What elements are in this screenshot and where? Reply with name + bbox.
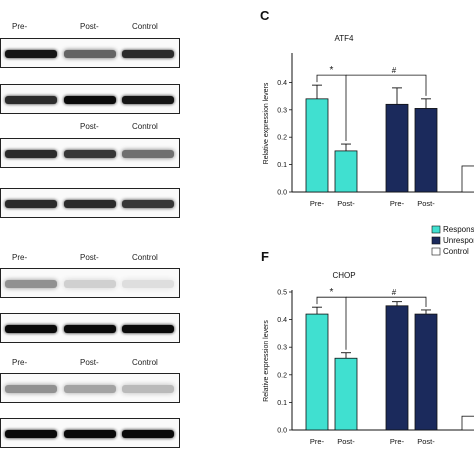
y-tick-label: 0.4 <box>277 317 287 324</box>
significance-hash: # <box>392 66 397 75</box>
legend-label-control: Control <box>443 247 469 256</box>
bar-unresponsive <box>414 313 438 431</box>
blot-band <box>122 325 174 333</box>
bar-control <box>461 165 474 193</box>
y-tick-label: 0.0 <box>277 428 287 435</box>
blot-band <box>5 385 57 393</box>
blot-band <box>64 430 116 438</box>
significance-bracket <box>346 74 427 96</box>
blot-band <box>122 150 174 158</box>
blot-band <box>122 385 174 393</box>
blot-band <box>122 50 174 58</box>
y-tick-label: 0.0 <box>277 190 287 197</box>
significance-bracket <box>316 74 347 142</box>
legend-swatch-responsive <box>431 225 441 234</box>
blot-band <box>64 96 116 104</box>
legend-label-unresponsive: Unrespons <box>443 236 474 245</box>
chart-title: CHOP <box>332 271 355 280</box>
blot-band <box>5 200 57 208</box>
y-tick-label: 0.2 <box>277 135 287 142</box>
x-tick-label: Post- <box>417 199 435 208</box>
y-tick-label: 0.3 <box>277 107 287 114</box>
bar-responsive <box>305 98 329 193</box>
blot-band <box>122 200 174 208</box>
blot-strip <box>0 188 180 218</box>
y-axis-label: Relative expression levers <box>263 82 270 164</box>
bar-responsive <box>334 357 358 431</box>
bar-unresponsive <box>385 305 409 431</box>
panel-letter-f: F <box>261 249 269 264</box>
blot-lane-label: Control <box>132 22 158 31</box>
x-tick-label: Pre- <box>390 199 405 208</box>
blot-band <box>64 50 116 58</box>
blot-band <box>64 280 116 288</box>
blot-band <box>64 385 116 393</box>
significance-hash: # <box>392 288 397 297</box>
atf4-chart: ATF4 Relative expression levers 0.0 0.1 0.2 0… <box>263 34 474 208</box>
blot-lane-label: Control <box>132 253 158 262</box>
blot-lane-label: Control <box>132 358 158 367</box>
blot-strip <box>0 418 180 448</box>
blot-lane-label: Post- <box>80 22 99 31</box>
bar-control <box>461 415 474 431</box>
blot-lane-label: Pre- <box>12 358 28 367</box>
bar-responsive <box>334 150 358 193</box>
blot-strip <box>0 38 180 68</box>
panel-letter-c: C <box>260 8 270 23</box>
blot-lane-label: Pre- <box>12 253 28 262</box>
y-tick-label: 0.2 <box>277 372 287 379</box>
blot-strip <box>0 313 180 343</box>
significance-star: * <box>330 287 334 298</box>
blot-strip <box>0 373 180 403</box>
blot-band <box>5 280 57 288</box>
legend-swatch-unresponsive <box>431 236 441 245</box>
y-tick-label: 0.5 <box>277 290 287 297</box>
bar-responsive <box>305 313 329 431</box>
significance-bracket <box>316 296 347 350</box>
blot-band <box>122 96 174 104</box>
y-tick-label: 0.3 <box>277 345 287 352</box>
legend-swatch-control <box>431 247 441 256</box>
y-tick-label: 0.4 <box>277 80 287 87</box>
blot-band <box>64 200 116 208</box>
blot-band <box>5 50 57 58</box>
x-tick-label: Pre- <box>390 437 405 446</box>
x-tick-label: Pre- <box>310 437 325 446</box>
y-tick-label: 0.1 <box>277 400 287 407</box>
blot-lane-label: Post- <box>80 122 99 131</box>
chop-chart: CHOP Relative expression levers 0.0 0.1 0.2 0… <box>263 271 474 446</box>
blot-band <box>64 325 116 333</box>
blot-lane-label: Post- <box>80 358 99 367</box>
bar-unresponsive <box>414 108 438 193</box>
blot-band <box>64 150 116 158</box>
blot-lane-label: Control <box>132 122 158 131</box>
blot-band <box>5 150 57 158</box>
blot-band <box>5 96 57 104</box>
legend-label-responsive: Responsiv <box>443 225 474 234</box>
blot-strip <box>0 84 180 114</box>
blot-lane-label: Pre- <box>12 22 28 31</box>
blot-band <box>5 430 57 438</box>
chart-title: ATF4 <box>335 34 355 43</box>
significance-bracket <box>346 296 427 307</box>
x-tick-label: Post- <box>417 437 435 446</box>
blot-band <box>122 430 174 438</box>
blot-lane-label: Post- <box>80 253 99 262</box>
blot-band <box>122 280 174 288</box>
blot-band <box>5 325 57 333</box>
y-tick-label: 0.1 <box>277 162 287 169</box>
blot-strip <box>0 138 180 168</box>
legend: Responsiv Unrespons Control <box>431 225 474 256</box>
y-axis-label: Relative expression levers <box>263 320 270 402</box>
x-tick-label: Post- <box>337 199 355 208</box>
bar-unresponsive <box>385 103 409 193</box>
blot-strip <box>0 268 180 298</box>
x-tick-label: Post- <box>337 437 355 446</box>
x-tick-label: Pre- <box>310 199 325 208</box>
significance-star: * <box>330 65 334 76</box>
